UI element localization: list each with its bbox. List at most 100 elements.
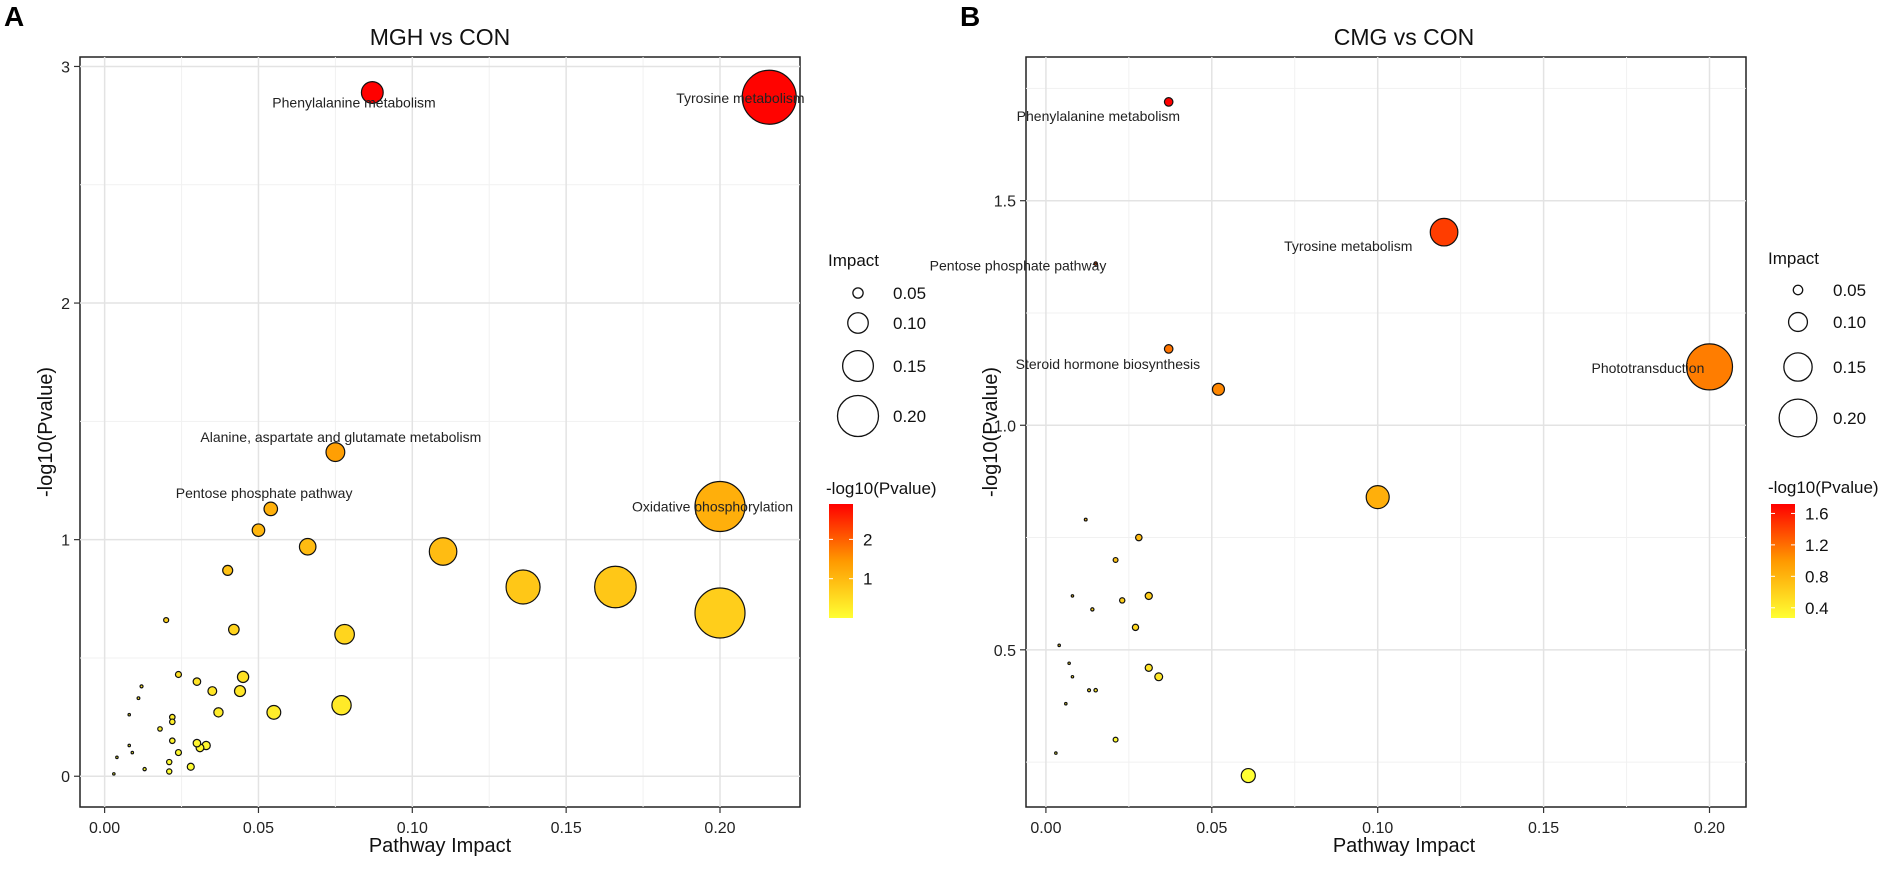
point-annotation: Phototransduction: [1592, 360, 1705, 376]
data-point: [1070, 594, 1075, 598]
point-annotation: Oxidative phosphorylation: [632, 499, 793, 515]
x-tick-label: 0.05: [243, 820, 274, 837]
x-tick-label: 0.15: [1528, 820, 1559, 837]
color-legend-label: 1.6: [1805, 504, 1829, 523]
data-point: [325, 442, 346, 463]
data-point: [1054, 751, 1058, 755]
data-point: [334, 623, 355, 645]
size-legend-circle: [1783, 352, 1813, 382]
size-legend-circle: [1787, 311, 1809, 333]
data-point: [130, 750, 135, 755]
data-point: [1093, 261, 1099, 266]
x-tick-label: 0.20: [1694, 820, 1725, 837]
data-point: [166, 758, 173, 766]
point-annotation: Steroid hormone biosynthesis: [1016, 356, 1200, 372]
color-legend-bar: [1771, 504, 1795, 618]
data-point: [163, 616, 170, 624]
data-point: [1118, 597, 1126, 604]
y-tick-label: 1: [61, 533, 70, 550]
data-point: [233, 684, 247, 698]
data-point: [142, 766, 147, 772]
data-point: [222, 564, 234, 577]
x-tick-label: 0.20: [704, 820, 735, 837]
x-ticks-a: 0.00 0.05 0.10 0.15 0.20: [89, 807, 736, 837]
data-point: [1365, 485, 1390, 510]
data-point: [1093, 687, 1099, 693]
y-tick-label: 0.5: [994, 643, 1016, 660]
panel-letter-b: B: [960, 1, 980, 32]
data-point: [1154, 672, 1164, 682]
data-point: [207, 686, 218, 697]
data-point: [1070, 674, 1075, 679]
x-tick-label: 0.10: [1362, 820, 1393, 837]
data-point: [251, 523, 266, 538]
chart-title-a: MGH vs CON: [370, 24, 511, 50]
data-point: [1144, 591, 1153, 601]
color-legend-label: 0.4: [1805, 599, 1829, 618]
color-legend-b: -log10(Pvalue) 0.4 0.8 1.2 1.6: [1768, 478, 1879, 618]
data-point: [112, 772, 116, 776]
color-legend-title-a: -log10(Pvalue): [826, 479, 937, 498]
data-point: [694, 480, 746, 533]
data-point: [127, 743, 132, 748]
size-legend-circle: [841, 349, 875, 383]
data-point: [505, 569, 541, 605]
size-legend-label: 0.10: [893, 314, 926, 333]
data-point: [298, 537, 317, 556]
annotations-a: Phenylalanine metabolism Tyrosine metabol…: [176, 90, 805, 514]
data-point: [1090, 607, 1095, 612]
y-ticks-b: 0.5 1.0 1.5: [994, 194, 1026, 660]
data-point: [1163, 344, 1174, 354]
point-annotation: Alanine, aspartate and glutamate metabol…: [200, 429, 481, 445]
data-point: [1429, 217, 1459, 247]
data-point: [1112, 556, 1119, 564]
data-point: [694, 587, 746, 639]
data-point: [139, 684, 144, 689]
data-point: [192, 677, 202, 686]
data-point: [1086, 688, 1092, 693]
point-annotation: Phenylalanine metabolism: [272, 94, 435, 110]
data-point: [227, 623, 240, 636]
y-ticks-a: 0 1 2 3: [61, 59, 80, 786]
plot-area-b: [1025, 56, 1747, 808]
size-legend-circle: [847, 312, 869, 334]
y-tick-label: 1.5: [994, 194, 1016, 211]
point-annotation: Pentose phosphate pathway: [176, 485, 353, 501]
point-annotation: Phenylalanine metabolism: [1017, 108, 1180, 124]
data-point: [213, 707, 224, 718]
x-axis-title-a: Pathway Impact: [369, 835, 512, 857]
panel-b: B CMG vs CON 0.00 0.05 0.10 0.15 0.20 0.5 1.0…: [930, 1, 1879, 857]
color-legend-label: 2: [863, 530, 872, 549]
point-annotation: Tyrosine metabolism: [676, 90, 804, 106]
size-legend-label: 0.15: [893, 357, 926, 376]
data-point: [127, 712, 132, 717]
data-point: [136, 696, 141, 701]
size-legend-title-a: Impact: [828, 251, 879, 270]
color-legend-label: 1: [863, 570, 872, 589]
panel-letter-a: A: [4, 1, 24, 32]
data-point: [428, 537, 458, 566]
grid-a: [80, 57, 800, 807]
data-point: [174, 670, 183, 679]
size-legend-b: Impact 0.05 0.10 0.15 0.20: [1768, 249, 1866, 438]
data-point: [1112, 736, 1119, 743]
data-point: [594, 565, 637, 609]
color-legend-label: 1.2: [1805, 536, 1829, 555]
size-legend-label: 0.20: [893, 407, 926, 426]
x-tick-label: 0.15: [551, 820, 582, 837]
point-annotation: Pentose phosphate pathway: [930, 258, 1107, 274]
data-point: [166, 768, 173, 775]
data-point: [1083, 517, 1088, 522]
data-point: [192, 738, 202, 748]
data-point: [1064, 701, 1068, 706]
data-point: [266, 704, 282, 720]
y-tick-label: 2: [61, 296, 70, 313]
annotations-b: Phenylalanine metabolism Tyrosine metabol…: [930, 108, 1705, 376]
data-point: [174, 748, 183, 757]
data-point: [186, 762, 195, 771]
data-point: [1163, 97, 1174, 107]
data-point: [168, 737, 176, 745]
data-point: [236, 670, 250, 684]
data-point: [1131, 623, 1140, 632]
